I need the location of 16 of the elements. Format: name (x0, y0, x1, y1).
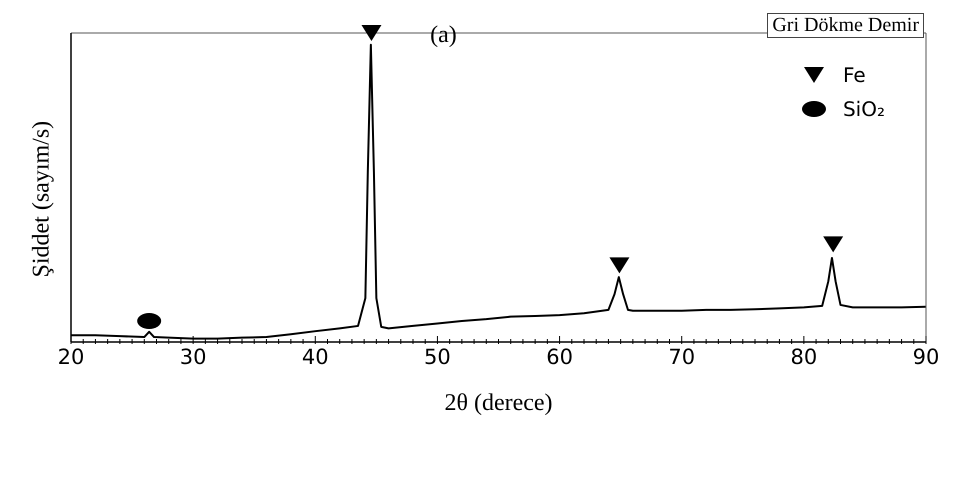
x-tick-label: 20 (58, 345, 84, 369)
legend-label: SiO₂ (842, 97, 885, 121)
x-tick-label: 30 (180, 345, 207, 369)
x-tick-label: 60 (546, 345, 573, 369)
y-axis-title: Şiddet (sayım/s) (28, 120, 55, 278)
x-axis-title: 2θ (derece) (444, 390, 553, 416)
annotation: Gri Dökme Demir (767, 13, 924, 38)
point (823, 236, 844, 252)
point (609, 257, 630, 274)
x-tick-label: 70 (668, 345, 696, 369)
x-tick-label: 80 (790, 345, 818, 369)
x-tick-label: 50 (424, 345, 451, 369)
legend-label: Fe (842, 63, 866, 87)
x-tick-label: 40 (302, 345, 329, 369)
point (361, 25, 382, 41)
x-tick-label: 90 (912, 345, 940, 369)
